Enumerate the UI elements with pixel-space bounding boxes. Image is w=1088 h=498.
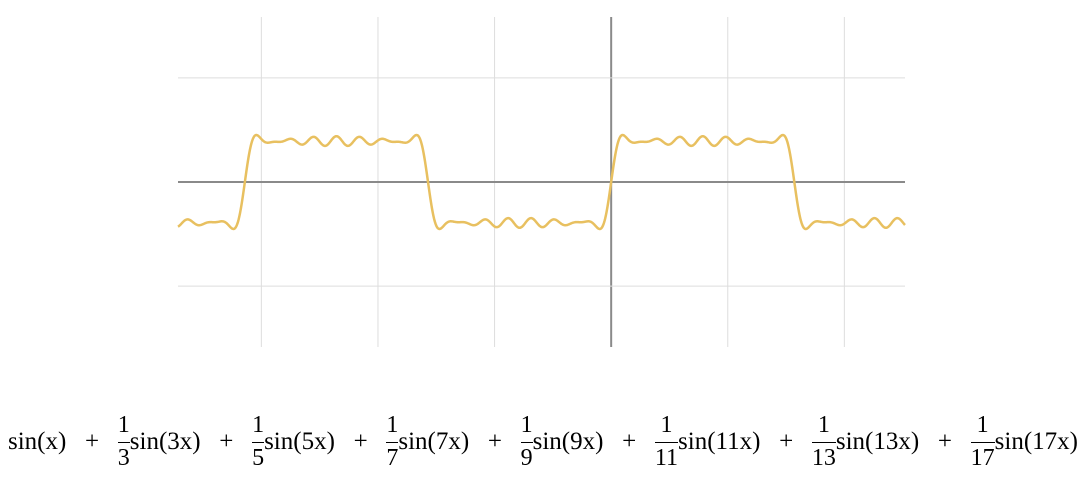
operator: + bbox=[937, 427, 952, 455]
term: 1 9 sin(9x) bbox=[520, 412, 604, 471]
term: 1 17 sin(17x) bbox=[970, 412, 1078, 471]
function: sin(17x) bbox=[994, 427, 1078, 455]
function: sin(13x) bbox=[835, 427, 920, 455]
term: 1 3 sin(3x) bbox=[117, 412, 201, 471]
operator: + bbox=[622, 427, 637, 455]
denominator: 5 bbox=[252, 445, 265, 471]
term: 1 11 sin(11x) bbox=[654, 412, 761, 471]
term: 1 7 sin(7x) bbox=[386, 412, 469, 471]
numerator: 1 bbox=[252, 412, 265, 438]
fraction: 1 13 bbox=[811, 412, 836, 471]
formula: sin(x) +1 3 sin(3x) +1 5 sin(5x) +1 7 sin(7x) +1 9 s… bbox=[8, 412, 1078, 471]
operator: + bbox=[353, 427, 368, 455]
fraction-bar bbox=[117, 442, 130, 443]
chart bbox=[177, 17, 906, 347]
operator: + bbox=[85, 427, 100, 455]
fraction-bar bbox=[386, 442, 399, 443]
numerator: 1 bbox=[817, 412, 830, 438]
denominator: 11 bbox=[654, 445, 679, 471]
fraction: 1 17 bbox=[970, 412, 995, 471]
function: sin(3x) bbox=[129, 427, 201, 455]
term: 1 13 sin(13x) bbox=[811, 412, 920, 471]
term: sin(x) bbox=[8, 428, 66, 456]
fraction-bar bbox=[654, 442, 679, 443]
operator: + bbox=[779, 427, 794, 455]
numerator: 1 bbox=[976, 412, 989, 438]
fraction-bar bbox=[970, 442, 995, 443]
curve bbox=[177, 133, 906, 231]
function: sin(5x) bbox=[264, 427, 335, 455]
denominator: 17 bbox=[970, 445, 995, 471]
fraction: 1 11 bbox=[654, 412, 679, 471]
fraction-bar bbox=[252, 442, 265, 443]
fraction-bar bbox=[811, 442, 836, 443]
numerator: 1 bbox=[117, 412, 130, 438]
term: 1 5 sin(5x) bbox=[252, 412, 335, 471]
denominator: 13 bbox=[811, 445, 836, 471]
denominator: 7 bbox=[386, 445, 399, 471]
function: sin(11x) bbox=[678, 427, 761, 455]
operator: + bbox=[219, 427, 234, 455]
numerator: 1 bbox=[660, 412, 673, 438]
numerator: 1 bbox=[386, 412, 399, 438]
function: sin(x) bbox=[8, 427, 67, 455]
numerator: 1 bbox=[520, 412, 533, 438]
fraction-bar bbox=[520, 442, 533, 443]
denominator: 3 bbox=[117, 445, 130, 471]
function: sin(9x) bbox=[532, 427, 604, 455]
operator: + bbox=[487, 427, 502, 455]
function: sin(7x) bbox=[398, 427, 470, 455]
denominator: 9 bbox=[520, 445, 533, 471]
